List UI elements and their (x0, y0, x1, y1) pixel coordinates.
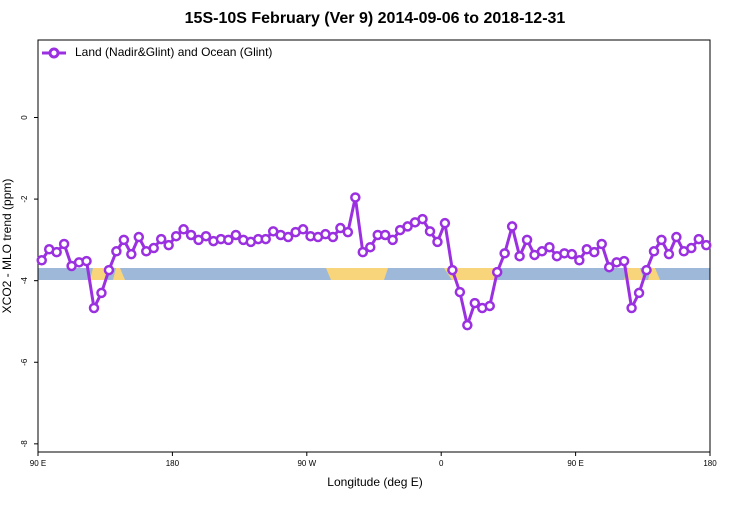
x-axis-label: Longitude (deg E) (327, 475, 422, 489)
data-point (223, 234, 234, 246)
data-point (454, 286, 466, 298)
data-point (603, 261, 615, 273)
land-patch (113, 268, 125, 280)
data-point (432, 236, 443, 248)
data-point (88, 302, 100, 314)
data-point (536, 246, 548, 257)
data-point (663, 248, 675, 260)
data-point (641, 264, 652, 276)
data-point (260, 233, 271, 245)
data-point (574, 255, 585, 266)
data-point (618, 255, 630, 267)
data-point (514, 250, 525, 262)
data-point (656, 234, 667, 246)
data-point (566, 248, 578, 260)
land-patch (444, 268, 500, 280)
data-point (417, 213, 428, 225)
data-point (626, 302, 637, 314)
data-point (178, 224, 189, 235)
data-point (491, 266, 503, 278)
land-patch (624, 268, 644, 280)
data-point (96, 287, 107, 299)
data-point (118, 234, 130, 246)
y-tick-label: -6 (20, 358, 29, 366)
data-point (633, 287, 645, 299)
data-point (297, 224, 309, 235)
data-point (544, 241, 555, 253)
data-point (185, 229, 197, 241)
data-point (282, 231, 294, 243)
data-point (701, 239, 712, 251)
data-point (342, 226, 354, 238)
x-tick-label: 90 W (297, 459, 316, 468)
data-point (424, 226, 436, 237)
x-tick-label: 180 (703, 459, 717, 468)
data-point (596, 238, 607, 250)
data-point (671, 231, 682, 243)
legend-label: Land (Nadir&Glint) and Ocean (Glint) (75, 45, 272, 59)
land-patch (326, 268, 388, 280)
data-point (230, 229, 242, 241)
data-point (81, 255, 92, 267)
data-point (357, 246, 369, 258)
data-point (506, 221, 518, 232)
data-point (379, 229, 391, 241)
data-point (155, 233, 167, 245)
data-point (36, 255, 47, 266)
data-point (462, 319, 473, 331)
x-tick-label: 90 E (30, 459, 46, 468)
y-tick-label: -2 (20, 195, 29, 203)
data-point (148, 242, 159, 254)
data-point (686, 242, 697, 254)
data-point (447, 264, 458, 276)
y-tick-label: 0 (20, 115, 29, 120)
data-point (648, 246, 660, 257)
data-point (365, 241, 376, 253)
land-mask (38, 268, 710, 280)
legend: Land (Nadir&Glint) and Ocean (Glint) (42, 45, 272, 59)
y-axis-label: XCO2 - MLO trend (ppm) (0, 179, 14, 314)
x-tick-label: 90 E (567, 459, 583, 468)
land-patch (90, 268, 108, 280)
x-tick-label: 180 (166, 459, 180, 468)
data-point (387, 234, 398, 246)
data-point (484, 300, 495, 312)
y-tick-label: -4 (20, 277, 29, 285)
data-point (163, 239, 174, 251)
series (36, 192, 712, 331)
data-point (126, 248, 137, 260)
data-point (170, 230, 182, 242)
data-point (327, 231, 339, 243)
data-point (402, 221, 413, 232)
data-point (439, 217, 451, 229)
x-tick-label: 0 (439, 459, 444, 468)
data-point (335, 222, 346, 234)
data-point (350, 192, 361, 203)
legend-marker (48, 47, 60, 59)
data-point (521, 234, 533, 246)
data-point (111, 246, 122, 257)
data-point (51, 246, 62, 258)
data-point (133, 231, 145, 243)
chart-title: 15S-10S February (Ver 9) 2014-09-06 to 2… (185, 10, 566, 27)
data-point (469, 297, 481, 309)
data-point (58, 238, 70, 250)
data-point (103, 264, 115, 276)
y-tick-label: -8 (20, 440, 29, 448)
data-point (589, 246, 600, 258)
data-point (499, 248, 510, 259)
data-point (693, 233, 705, 245)
data-point (200, 230, 212, 242)
